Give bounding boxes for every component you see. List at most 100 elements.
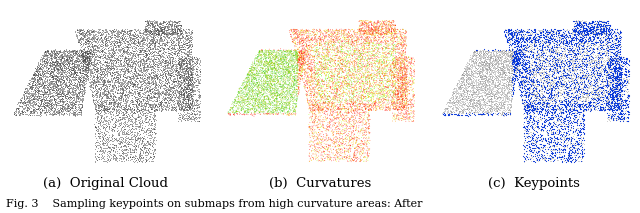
Point — [532, 154, 543, 158]
Point — [522, 149, 532, 152]
Point — [47, 104, 57, 107]
Point — [552, 130, 562, 133]
Point — [481, 59, 491, 62]
Point — [166, 53, 177, 57]
Point — [35, 109, 45, 113]
Point — [354, 94, 364, 97]
Point — [248, 104, 258, 108]
Point — [556, 102, 566, 105]
Point — [287, 52, 297, 55]
Point — [538, 108, 548, 112]
Point — [372, 31, 382, 34]
Point — [305, 124, 315, 128]
Point — [132, 101, 143, 104]
Point — [519, 160, 529, 163]
Point — [246, 88, 257, 92]
Point — [390, 92, 400, 95]
Point — [345, 100, 355, 103]
Point — [54, 111, 65, 115]
Point — [66, 50, 76, 54]
Point — [137, 153, 147, 157]
Point — [532, 55, 542, 58]
Point — [511, 48, 522, 51]
Point — [85, 62, 95, 65]
Point — [397, 95, 408, 98]
Point — [602, 81, 612, 84]
Point — [534, 110, 545, 114]
Point — [259, 112, 269, 116]
Point — [349, 85, 359, 89]
Point — [585, 82, 595, 86]
Point — [604, 30, 614, 33]
Point — [469, 100, 479, 104]
Point — [570, 85, 580, 88]
Point — [119, 148, 129, 151]
Point — [49, 76, 59, 79]
Point — [596, 59, 607, 62]
Point — [529, 119, 539, 122]
Point — [401, 96, 411, 100]
Point — [401, 55, 412, 58]
Point — [569, 103, 579, 106]
Point — [588, 47, 598, 51]
Point — [266, 107, 276, 111]
Point — [26, 84, 36, 88]
Point — [612, 91, 622, 95]
Point — [532, 120, 542, 123]
Point — [483, 49, 493, 52]
Point — [145, 123, 156, 126]
Point — [85, 83, 95, 86]
Point — [148, 147, 159, 150]
Point — [117, 148, 127, 151]
Point — [372, 21, 383, 24]
Point — [117, 95, 127, 99]
Point — [518, 65, 529, 68]
Point — [278, 62, 289, 66]
Point — [482, 94, 492, 98]
Point — [506, 31, 516, 34]
Point — [120, 85, 130, 89]
Point — [175, 45, 185, 49]
Point — [37, 69, 47, 73]
Point — [143, 65, 153, 69]
Point — [145, 133, 155, 136]
Point — [615, 119, 625, 123]
Point — [620, 69, 630, 73]
Point — [614, 81, 625, 85]
Point — [251, 70, 261, 74]
Point — [100, 102, 111, 105]
Point — [285, 70, 295, 73]
Point — [568, 78, 579, 81]
Point — [388, 63, 399, 66]
Point — [615, 75, 625, 79]
Point — [547, 105, 557, 109]
Point — [546, 29, 556, 32]
Point — [146, 72, 156, 75]
Point — [513, 49, 523, 53]
Point — [381, 108, 392, 112]
Point — [584, 62, 594, 65]
Point — [548, 96, 559, 99]
Point — [339, 89, 349, 93]
Point — [61, 112, 72, 116]
Point — [286, 28, 296, 32]
Point — [129, 108, 139, 112]
Point — [141, 85, 151, 88]
Point — [335, 111, 345, 115]
Point — [149, 32, 159, 36]
Point — [327, 88, 337, 92]
Point — [496, 102, 506, 105]
Point — [452, 87, 463, 90]
Point — [102, 74, 112, 77]
Point — [289, 60, 299, 63]
Point — [604, 95, 614, 98]
Point — [332, 98, 342, 101]
Point — [328, 77, 338, 80]
Point — [37, 97, 47, 100]
Point — [549, 96, 559, 99]
Point — [541, 114, 552, 117]
Point — [557, 148, 568, 151]
Point — [588, 26, 598, 30]
Point — [56, 62, 67, 66]
Point — [510, 74, 520, 77]
